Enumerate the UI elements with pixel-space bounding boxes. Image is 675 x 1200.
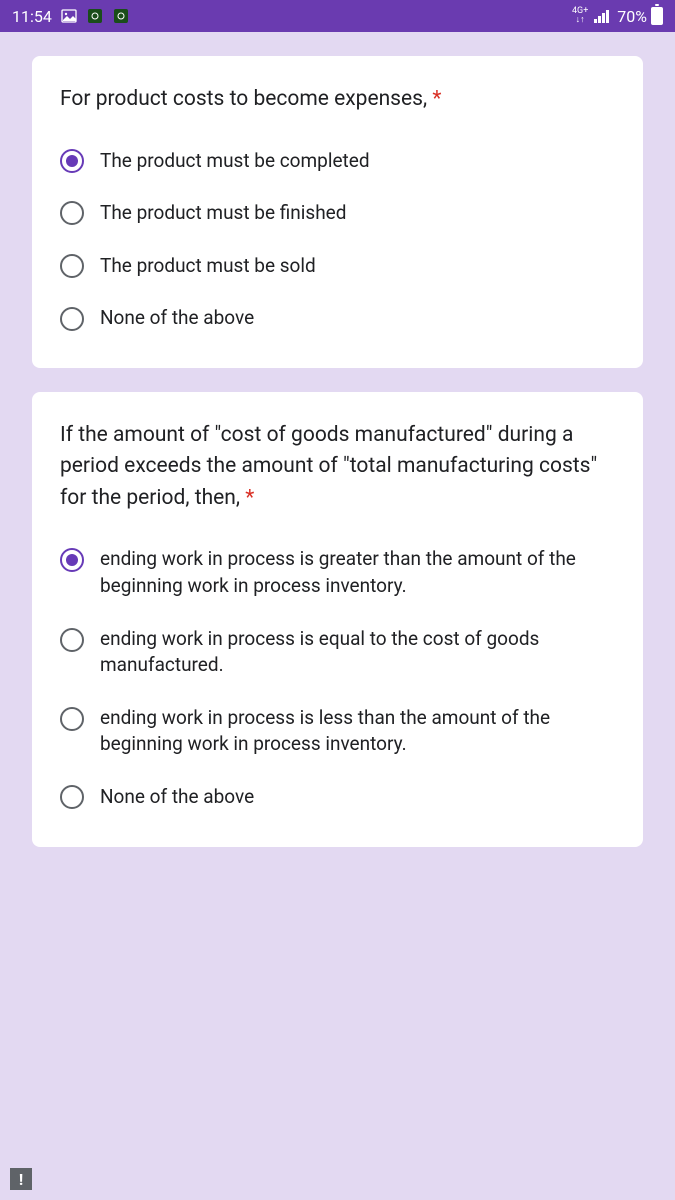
status-bar-right: 4G+ ↓↑ 70% [572, 7, 663, 26]
radio-option[interactable]: ending work in process is equal to the c… [60, 626, 615, 679]
gallery-icon [60, 7, 78, 25]
radio-icon [60, 307, 84, 331]
option-label: The product must be completed [100, 148, 370, 175]
option-label: The product must be sold [100, 253, 316, 280]
option-label: ending work in process is equal to the c… [100, 626, 615, 679]
question-title: If the amount of "cost of goods manufact… [60, 420, 615, 515]
battery-percent: 70% [617, 7, 647, 26]
radio-icon [60, 707, 84, 731]
option-label: None of the above [100, 784, 254, 811]
required-asterisk: * [245, 486, 254, 510]
radio-option[interactable]: ending work in process is less than the … [60, 705, 615, 758]
radio-icon [60, 548, 84, 572]
question-card-2: If the amount of "cost of goods manufact… [32, 392, 643, 847]
data-arrows-icon: ↓↑ [576, 16, 585, 25]
signal-icon [594, 9, 609, 23]
app-icon-2 [112, 7, 130, 25]
option-label: ending work in process is greater than t… [100, 546, 615, 599]
option-label: The product must be finished [100, 200, 346, 227]
feedback-icon[interactable]: ! [10, 1168, 32, 1190]
form-content: For product costs to become expenses, * … [0, 32, 675, 895]
radio-option[interactable]: ending work in process is greater than t… [60, 546, 615, 599]
radio-icon [60, 785, 84, 809]
radio-icon [60, 201, 84, 225]
option-label: ending work in process is less than the … [100, 705, 615, 758]
radio-icon [60, 254, 84, 278]
network-type: 4G+ ↓↑ [572, 7, 588, 25]
app-icon-1 [86, 7, 104, 25]
status-bar-left: 11:54 [12, 7, 130, 26]
radio-option[interactable]: The product must be sold [60, 253, 615, 280]
radio-option[interactable]: The product must be finished [60, 200, 615, 227]
question-card-1: For product costs to become expenses, * … [32, 56, 643, 368]
radio-option[interactable]: None of the above [60, 784, 615, 811]
option-label: None of the above [100, 305, 254, 332]
radio-option[interactable]: The product must be completed [60, 148, 615, 175]
battery-icon [651, 7, 663, 25]
radio-icon [60, 628, 84, 652]
status-time: 11:54 [12, 7, 52, 26]
status-bar: 11:54 4G+ ↓↑ 70% [0, 0, 675, 32]
radio-icon [60, 149, 84, 173]
question-title: For product costs to become expenses, * [60, 84, 615, 116]
radio-option[interactable]: None of the above [60, 305, 615, 332]
required-asterisk: * [432, 87, 441, 111]
